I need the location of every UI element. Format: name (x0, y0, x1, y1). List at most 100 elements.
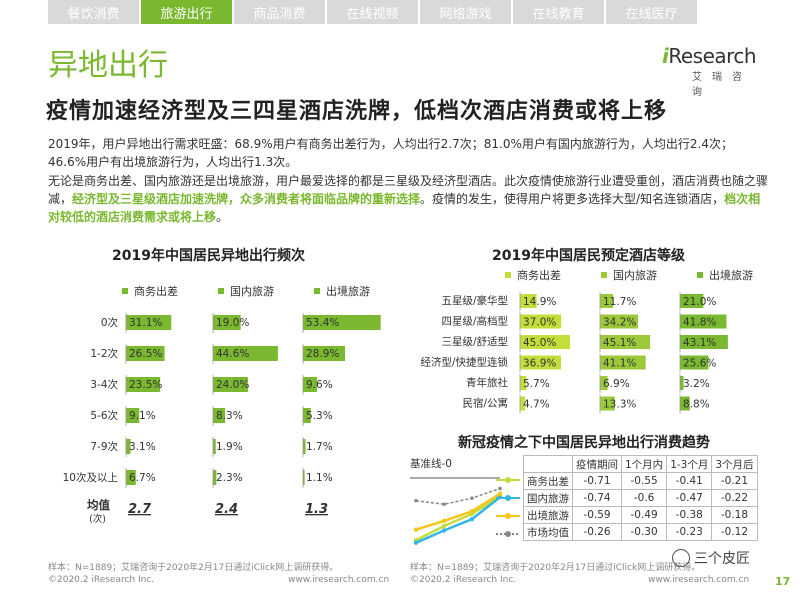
category-label: 民宿/公寓 (462, 397, 508, 410)
trend-point (469, 516, 475, 522)
trend-point (498, 486, 502, 491)
table-cell: -0.6 (620, 489, 668, 507)
bar (213, 470, 217, 485)
data-label: 25.6% (683, 358, 716, 370)
bar (600, 335, 651, 349)
data-label: 4.7% (523, 399, 550, 411)
bar (213, 408, 226, 423)
bar (600, 314, 638, 329)
chart2-title: 2019年中国居民预定酒店等级 (492, 248, 685, 264)
tab-online-games[interactable]: 网络游戏 (420, 0, 511, 24)
table-header-cell (523, 455, 573, 473)
table-header-cell: 3个月后 (711, 455, 758, 473)
category-label: 10次及以上 (63, 471, 118, 484)
bar (680, 335, 728, 349)
tab-travel[interactable]: 旅游出行 (141, 0, 232, 24)
bar (126, 470, 136, 485)
bar (680, 294, 704, 308)
data-label: 1.7% (306, 441, 333, 453)
data-label: 8.8% (683, 399, 710, 411)
category-label: 0次 (101, 316, 119, 329)
row-label: 国内旅游 (523, 489, 573, 507)
category-label: 1-2次 (90, 347, 118, 360)
table-row: 市场均值 -0.26 -0.30 -0.23 -0.12 (523, 523, 758, 541)
trend-line (415, 495, 501, 542)
average-value: 2.4 (215, 502, 238, 517)
data-label: 31.1% (129, 317, 162, 329)
table-header-cell: 1个月内 (620, 455, 668, 473)
data-label: 1.9% (216, 441, 243, 453)
data-label: 45.0% (523, 337, 556, 349)
table-cell: -0.12 (711, 523, 758, 541)
tab-online-video[interactable]: 在线视频 (327, 0, 418, 24)
bar (213, 315, 241, 330)
url-left: www.iresearch.com.cn (288, 575, 390, 585)
bar (520, 376, 527, 390)
data-label: 21.0% (683, 296, 716, 308)
average-value: 2.7 (128, 502, 152, 517)
bar (213, 439, 216, 454)
category-label: 经济型/快捷型连锁 (420, 356, 508, 369)
table-row: 国内旅游 -0.74 -0.6 -0.47 -0.22 (523, 489, 758, 507)
table-cell: -0.71 (572, 472, 622, 490)
table-cell: -0.47 (666, 489, 713, 507)
bar (680, 355, 709, 370)
tab-online-education[interactable]: 在线教育 (513, 0, 604, 24)
row-label: 出境旅游 (523, 506, 573, 524)
bar (680, 314, 727, 329)
trend-point (442, 502, 446, 507)
category-label: 5-6次 (90, 409, 118, 422)
bar (126, 346, 165, 361)
bar (303, 439, 306, 454)
data-label: 41.8% (683, 317, 716, 329)
table-cell: -0.59 (572, 506, 622, 524)
tab-goods[interactable]: 商品消费 (234, 0, 325, 24)
summary-paragraph-2: 无论是商务出差、国内旅游还是出境旅游，用户最爱选择的都是三星级及经济型酒店。此次… (48, 174, 769, 224)
bar (126, 439, 131, 454)
baseline-label: 基准线-0 (410, 458, 452, 470)
table-header-cell: 疫情期间 (572, 455, 622, 473)
data-label: 6.7% (129, 472, 156, 484)
trend-line (415, 487, 501, 506)
bar (126, 377, 161, 392)
data-label: 28.9% (306, 348, 339, 360)
chart2-hotel-grade: 五星级/豪华型 14.9% 11.7% 21.0% 四星级/高档型 37.0% 34.2% 4… (420, 292, 728, 414)
average-label: 均值 (87, 498, 110, 512)
trend-line (415, 492, 501, 531)
data-label: 44.6% (216, 348, 249, 360)
legend-item: 国内旅游 (218, 283, 274, 299)
table-cell: -0.49 (620, 506, 668, 524)
data-label: 9.6% (306, 379, 333, 391)
trend-point (470, 496, 474, 500)
data-label: 5.7% (523, 378, 550, 390)
table-cell: -0.55 (620, 472, 668, 490)
bar (680, 376, 684, 390)
trend-line (415, 496, 501, 544)
legend-item: 商务出差 (505, 267, 561, 283)
bar (126, 315, 172, 330)
page-number: 17 (775, 575, 791, 588)
url-right: www.iresearch.com.cn (648, 575, 750, 585)
trend-point (413, 527, 419, 532)
table-header-cell: 1-3个月 (666, 455, 713, 473)
bar (303, 346, 346, 361)
bar (600, 376, 608, 390)
tab-online-medical[interactable]: 在线医疗 (606, 0, 697, 24)
bar (680, 396, 690, 411)
category-label: 青年旅社 (466, 376, 508, 389)
chart1-title: 2019年中国居民异地出行频次 (112, 248, 305, 264)
table-row: 出境旅游 -0.59 -0.49 -0.38 -0.18 (523, 506, 758, 524)
legend-marker (505, 513, 511, 519)
data-label: 23.5% (129, 379, 162, 391)
data-label: 41.1% (603, 358, 636, 370)
data-label: 19.0% (216, 317, 249, 329)
table-cell: -0.38 (666, 506, 713, 524)
table-cell: -0.41 (666, 472, 713, 490)
chart2-legend: 商务出差 国内旅游 出境旅游 (505, 267, 753, 283)
legend-item: 出境旅游 (697, 267, 753, 283)
tab-dining[interactable]: 餐饮消费 (48, 0, 139, 24)
data-label: 43.1% (683, 337, 716, 349)
legend-marker (505, 531, 511, 537)
trend-point (497, 491, 503, 496)
table-cell: -0.23 (666, 523, 713, 541)
